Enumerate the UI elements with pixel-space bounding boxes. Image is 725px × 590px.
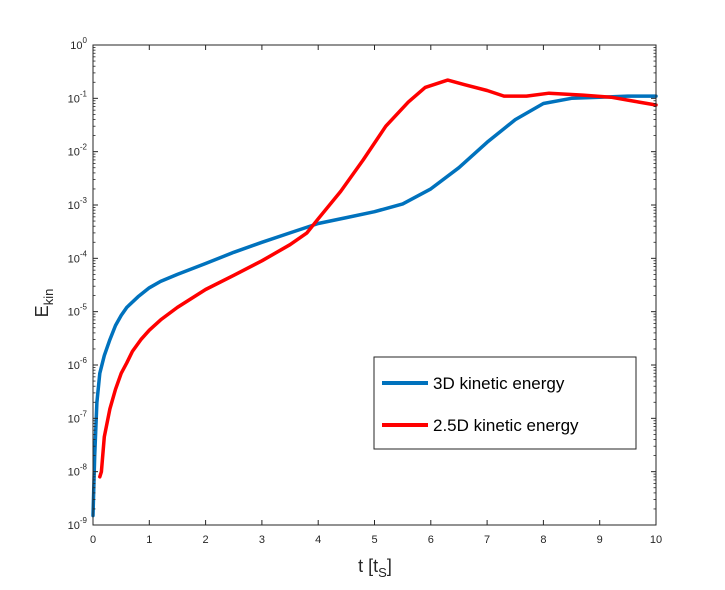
y-tick-label-exponent: -8	[80, 463, 88, 472]
y-tick-label: 100	[70, 36, 87, 52]
y-tick-label-base: 10	[68, 307, 80, 319]
y-tick-label-base: 10	[68, 253, 80, 265]
y-tick-label-exponent: -9	[80, 516, 88, 525]
y-tick-label: 10-9	[68, 516, 88, 532]
legend-box	[373, 356, 637, 450]
y-tick-label-base: 10	[68, 413, 80, 425]
x-tick-label: 7	[484, 534, 490, 546]
y-axis-label: Ekin	[32, 289, 56, 318]
x-tick-label: 4	[315, 534, 321, 546]
y-tick-label-base: 10	[68, 93, 80, 105]
x-tick-label: 5	[371, 534, 377, 546]
y-tick-label: 10-5	[68, 303, 88, 319]
x-tick-label: 6	[428, 534, 434, 546]
y-tick-label-exponent: -4	[80, 249, 88, 258]
y-tick-label: 10-7	[68, 409, 88, 425]
y-tick-label-base: 10	[68, 200, 80, 212]
y-tick-label: 10-3	[68, 196, 88, 212]
x-axis-label-sub: S	[378, 565, 387, 580]
legend: 3D kinetic energy 2.5D kinetic energy	[373, 356, 637, 450]
y-tick-label-exponent: -3	[80, 196, 88, 205]
x-tick-label: 8	[540, 534, 546, 546]
legend-label-25d: 2.5D kinetic energy	[433, 416, 579, 435]
y-tick-label-exponent: -1	[80, 89, 88, 98]
y-tick-label-base: 10	[68, 467, 80, 479]
tick-labels: 0 1 2 3 4 5 6 7 8 9 1010010-110-210-310-410-510-61…	[68, 36, 663, 546]
x-axis-label-end: ]	[387, 556, 392, 576]
series-lines	[91, 78, 658, 518]
series-line-0	[91, 94, 658, 518]
y-axis-label-base: E	[32, 305, 52, 317]
plot-background	[93, 45, 656, 525]
y-tick-label: 10-8	[68, 463, 88, 479]
y-tick-label-exponent: -6	[80, 356, 88, 365]
y-tick-label: 10-6	[68, 356, 88, 372]
y-tick-label-exponent: -5	[80, 303, 88, 312]
y-tick-label: 10-4	[68, 249, 88, 265]
x-axis-label: t [tS]	[358, 556, 392, 580]
axes	[92, 44, 657, 526]
y-tick-label-exponent: 0	[83, 36, 88, 45]
y-tick-label-base: 10	[68, 147, 80, 159]
x-tick-label: 0	[90, 534, 96, 546]
series-line-1	[98, 78, 658, 479]
y-tick-label-base: 10	[68, 520, 80, 532]
x-tick-label: 3	[259, 534, 265, 546]
y-tick-label-base: 10	[70, 40, 82, 52]
x-axis-label-base: t [t	[358, 556, 378, 576]
y-tick-label: 10-1	[68, 89, 88, 105]
y-tick-label: 10-2	[68, 143, 88, 159]
x-tick-label: 1	[146, 534, 152, 546]
x-tick-label: 10	[650, 534, 662, 546]
y-axis-label-sub: kin	[41, 289, 56, 306]
y-tick-label-exponent: -7	[80, 409, 88, 418]
legend-label-3d: 3D kinetic energy	[433, 374, 565, 393]
plot-area	[93, 45, 656, 525]
x-tick-label: 2	[203, 534, 209, 546]
y-tick-label-exponent: -2	[80, 143, 88, 152]
x-tick-label: 9	[597, 534, 603, 546]
y-tick-label-base: 10	[68, 360, 80, 372]
